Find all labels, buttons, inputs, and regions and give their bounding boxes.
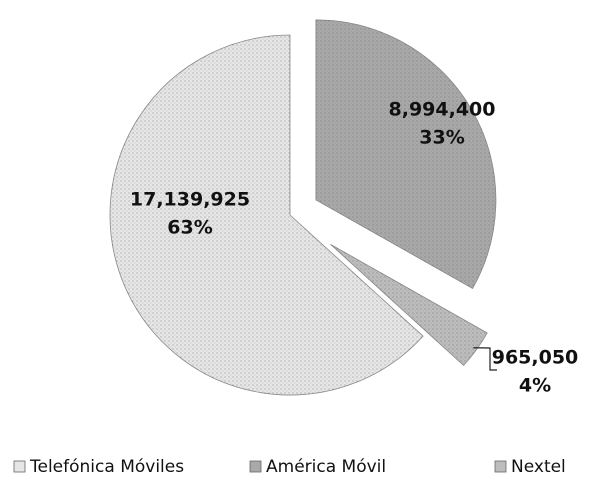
legend-swatch xyxy=(249,460,262,473)
data-label: 965,050 xyxy=(492,347,579,369)
slice-texture xyxy=(315,19,496,289)
legend-swatch xyxy=(494,460,507,473)
legend-label: América Móvil xyxy=(266,457,386,477)
legend-swatch xyxy=(13,460,26,473)
data-label: 8,994,400 xyxy=(389,99,496,121)
legend-label: Telefónica Móviles xyxy=(29,457,184,477)
slice-texture xyxy=(110,35,424,395)
slice-texture xyxy=(330,244,488,366)
legend-label: Nextel xyxy=(511,457,566,477)
data-label: 17,139,925 xyxy=(130,189,250,211)
percent-label: 33% xyxy=(419,127,464,149)
percent-label: 63% xyxy=(167,217,212,239)
percent-label: 4% xyxy=(519,375,551,397)
leader-line xyxy=(473,347,497,371)
